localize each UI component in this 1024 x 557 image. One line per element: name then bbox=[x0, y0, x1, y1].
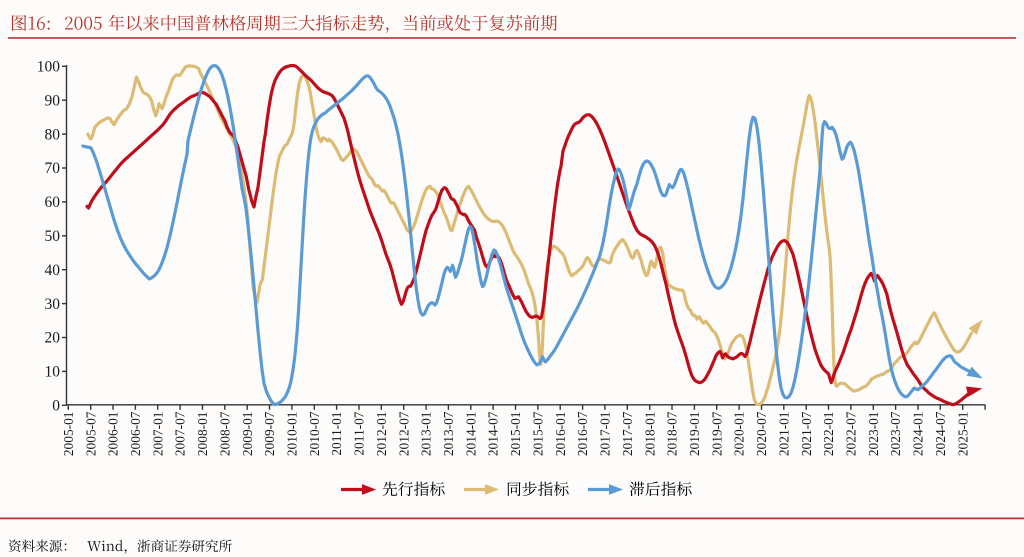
svg-text:2016-07: 2016-07 bbox=[575, 411, 590, 456]
svg-text:2018-01: 2018-01 bbox=[642, 412, 657, 457]
svg-text:2008-07: 2008-07 bbox=[217, 411, 232, 456]
svg-text:2021-07: 2021-07 bbox=[799, 411, 814, 456]
svg-text:20: 20 bbox=[45, 330, 61, 347]
svg-text:2006-01: 2006-01 bbox=[106, 412, 121, 457]
svg-text:2011-07: 2011-07 bbox=[352, 411, 367, 455]
svg-text:2020-01: 2020-01 bbox=[732, 412, 747, 457]
svg-text:10: 10 bbox=[45, 364, 61, 381]
svg-text:2009-07: 2009-07 bbox=[262, 411, 277, 456]
svg-text:2005-01: 2005-01 bbox=[61, 412, 76, 457]
svg-text:2014-07: 2014-07 bbox=[486, 411, 501, 456]
svg-text:60: 60 bbox=[45, 194, 61, 211]
svg-text:0: 0 bbox=[52, 398, 60, 415]
svg-text:2015-01: 2015-01 bbox=[508, 412, 523, 457]
svg-text:2007-07: 2007-07 bbox=[173, 411, 188, 456]
svg-text:90: 90 bbox=[45, 92, 61, 109]
svg-text:2011-01: 2011-01 bbox=[329, 412, 344, 456]
svg-text:2024-07: 2024-07 bbox=[933, 411, 948, 456]
svg-text:2007-01: 2007-01 bbox=[150, 412, 165, 457]
svg-text:2023-07: 2023-07 bbox=[888, 411, 903, 456]
svg-text:2023-01: 2023-01 bbox=[866, 412, 881, 457]
svg-text:100: 100 bbox=[37, 59, 61, 76]
svg-text:30: 30 bbox=[45, 296, 61, 313]
svg-text:80: 80 bbox=[45, 126, 61, 143]
svg-text:2010-01: 2010-01 bbox=[285, 412, 300, 457]
svg-text:2022-07: 2022-07 bbox=[844, 411, 859, 456]
svg-text:2019-07: 2019-07 bbox=[709, 411, 724, 456]
svg-text:2019-01: 2019-01 bbox=[687, 412, 702, 457]
svg-text:2006-07: 2006-07 bbox=[128, 411, 143, 456]
svg-text:2010-07: 2010-07 bbox=[307, 411, 322, 456]
svg-text:2025-01: 2025-01 bbox=[955, 412, 970, 457]
svg-text:2013-07: 2013-07 bbox=[441, 411, 456, 456]
svg-text:2009-01: 2009-01 bbox=[240, 412, 255, 457]
svg-text:2024-01: 2024-01 bbox=[911, 412, 926, 457]
svg-text:2005-07: 2005-07 bbox=[83, 411, 98, 456]
svg-text:2012-01: 2012-01 bbox=[374, 412, 389, 457]
svg-text:50: 50 bbox=[45, 228, 61, 245]
svg-text:2012-07: 2012-07 bbox=[396, 411, 411, 456]
svg-text:40: 40 bbox=[45, 262, 61, 279]
svg-text:2020-07: 2020-07 bbox=[754, 411, 769, 456]
svg-text:2015-07: 2015-07 bbox=[531, 411, 546, 456]
svg-text:70: 70 bbox=[45, 160, 61, 177]
svg-text:2022-01: 2022-01 bbox=[821, 412, 836, 457]
svg-text:2013-01: 2013-01 bbox=[419, 412, 434, 457]
svg-text:2017-01: 2017-01 bbox=[598, 412, 613, 457]
svg-text:2017-07: 2017-07 bbox=[620, 411, 635, 456]
svg-text:2018-07: 2018-07 bbox=[665, 411, 680, 456]
svg-text:2016-01: 2016-01 bbox=[553, 412, 568, 457]
svg-text:2008-01: 2008-01 bbox=[195, 412, 210, 457]
svg-text:2021-01: 2021-01 bbox=[776, 412, 791, 457]
svg-text:2014-01: 2014-01 bbox=[463, 412, 478, 457]
